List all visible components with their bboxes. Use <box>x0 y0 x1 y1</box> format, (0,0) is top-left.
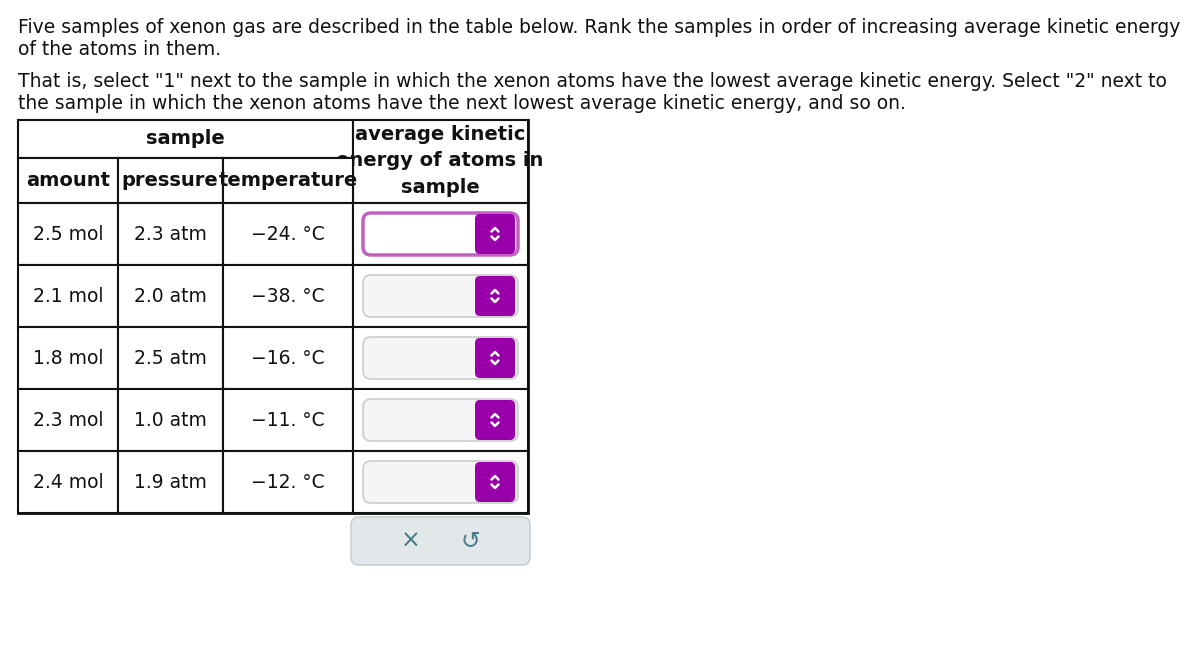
Text: −11. °C: −11. °C <box>251 411 325 430</box>
Text: 2.5 atm: 2.5 atm <box>133 348 206 367</box>
Bar <box>223 203 353 265</box>
Bar <box>353 203 528 265</box>
Text: pressure: pressure <box>121 171 218 189</box>
Text: of the atoms in them.: of the atoms in them. <box>18 40 221 59</box>
Text: 1.9 atm: 1.9 atm <box>133 472 206 491</box>
Bar <box>118 451 223 513</box>
FancyBboxPatch shape <box>364 399 518 441</box>
Bar <box>18 120 353 158</box>
Bar <box>18 451 118 513</box>
Text: sample: sample <box>145 129 224 148</box>
Bar <box>18 389 118 451</box>
Bar <box>118 389 223 451</box>
FancyBboxPatch shape <box>475 214 515 254</box>
Bar <box>18 120 528 513</box>
Bar <box>18 203 118 265</box>
Text: That is, select "1" next to the sample in which the xenon atoms have the lowest : That is, select "1" next to the sample i… <box>18 72 1166 91</box>
FancyBboxPatch shape <box>475 338 515 378</box>
Bar <box>353 327 528 389</box>
Text: ×: × <box>401 529 420 553</box>
Text: average kinetic
energy of atoms in
sample: average kinetic energy of atoms in sampl… <box>336 125 544 197</box>
FancyBboxPatch shape <box>364 337 518 379</box>
Bar <box>353 265 528 327</box>
Bar <box>223 451 353 513</box>
Bar <box>353 451 528 513</box>
Text: amount: amount <box>26 171 110 189</box>
FancyBboxPatch shape <box>352 517 530 565</box>
Text: 2.1 mol: 2.1 mol <box>32 286 103 306</box>
FancyBboxPatch shape <box>364 275 518 317</box>
Bar <box>118 265 223 327</box>
Text: −24. °C: −24. °C <box>251 225 325 244</box>
Bar <box>118 327 223 389</box>
Text: −12. °C: −12. °C <box>251 472 325 491</box>
Bar <box>223 265 353 327</box>
Bar <box>353 120 528 203</box>
Text: ↺: ↺ <box>461 529 480 553</box>
Text: 2.5 mol: 2.5 mol <box>32 225 103 244</box>
FancyBboxPatch shape <box>475 462 515 502</box>
FancyBboxPatch shape <box>475 276 515 316</box>
Bar <box>18 327 118 389</box>
FancyBboxPatch shape <box>364 213 518 255</box>
Text: the sample in which the xenon atoms have the next lowest average kinetic energy,: the sample in which the xenon atoms have… <box>18 94 906 113</box>
Bar <box>223 158 353 203</box>
FancyBboxPatch shape <box>475 400 515 440</box>
Text: −16. °C: −16. °C <box>251 348 325 367</box>
Bar <box>223 389 353 451</box>
Bar <box>353 389 528 451</box>
Bar <box>118 158 223 203</box>
Bar <box>18 158 118 203</box>
Text: 2.3 atm: 2.3 atm <box>133 225 206 244</box>
Text: 2.3 mol: 2.3 mol <box>32 411 103 430</box>
Text: −38. °C: −38. °C <box>251 286 325 306</box>
Text: 2.0 atm: 2.0 atm <box>133 286 206 306</box>
Text: 1.8 mol: 1.8 mol <box>32 348 103 367</box>
Bar <box>18 265 118 327</box>
Bar <box>118 203 223 265</box>
Text: temperature: temperature <box>218 171 358 189</box>
Text: Five samples of xenon gas are described in the table below. Rank the samples in : Five samples of xenon gas are described … <box>18 18 1181 37</box>
Text: 2.4 mol: 2.4 mol <box>32 472 103 491</box>
Bar <box>223 327 353 389</box>
Text: 1.0 atm: 1.0 atm <box>133 411 206 430</box>
FancyBboxPatch shape <box>364 461 518 503</box>
